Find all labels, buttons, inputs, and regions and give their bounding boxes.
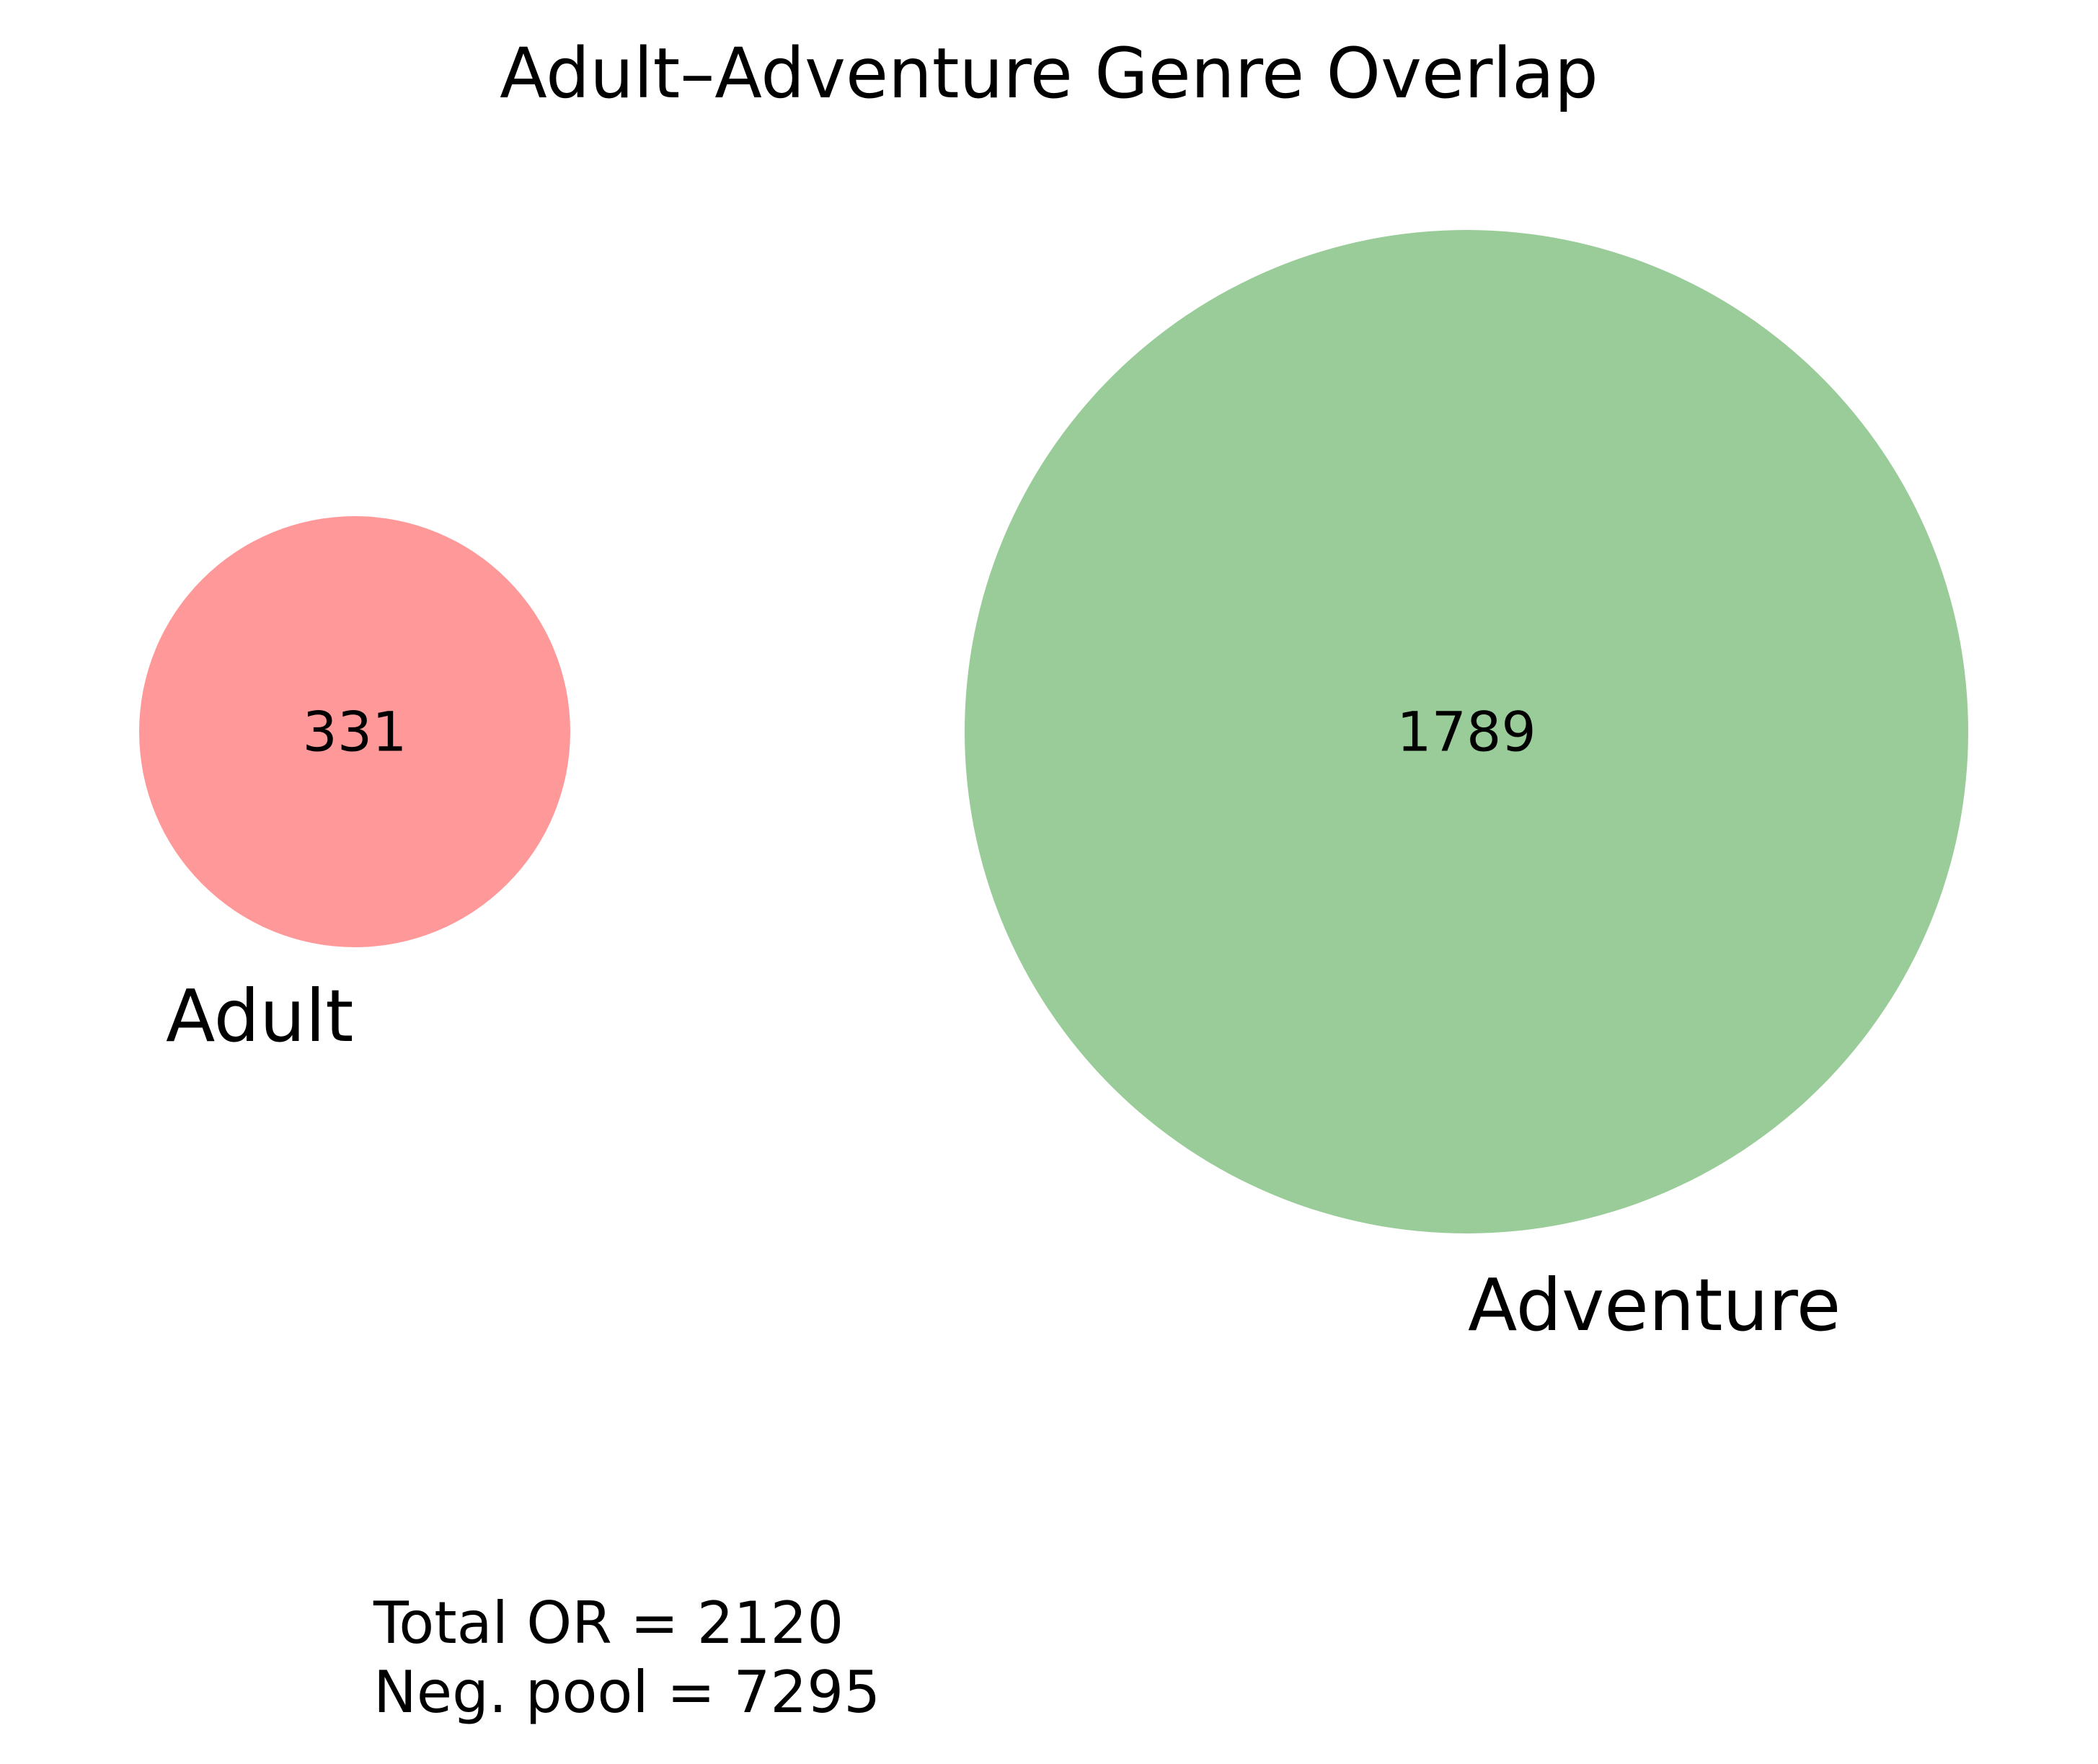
total-or-text: Total OR = 2120 [373, 1590, 844, 1657]
adult-count-label: 331 [302, 700, 407, 764]
adventure-count-label: 1789 [1397, 700, 1536, 764]
negative-pool-text: Neg. pool = 7295 [373, 1659, 881, 1726]
adventure-set-circle [965, 230, 1968, 1233]
adult-set-label: Adult [166, 974, 354, 1058]
chart-title: Adult–Adventure Genre Overlap [500, 33, 1598, 114]
stats-annotation: Total OR = 2120 Neg. pool = 7295 [373, 1589, 880, 1727]
adventure-set-label: Adventure [1468, 1263, 1841, 1347]
adult-set-circle [139, 516, 570, 947]
